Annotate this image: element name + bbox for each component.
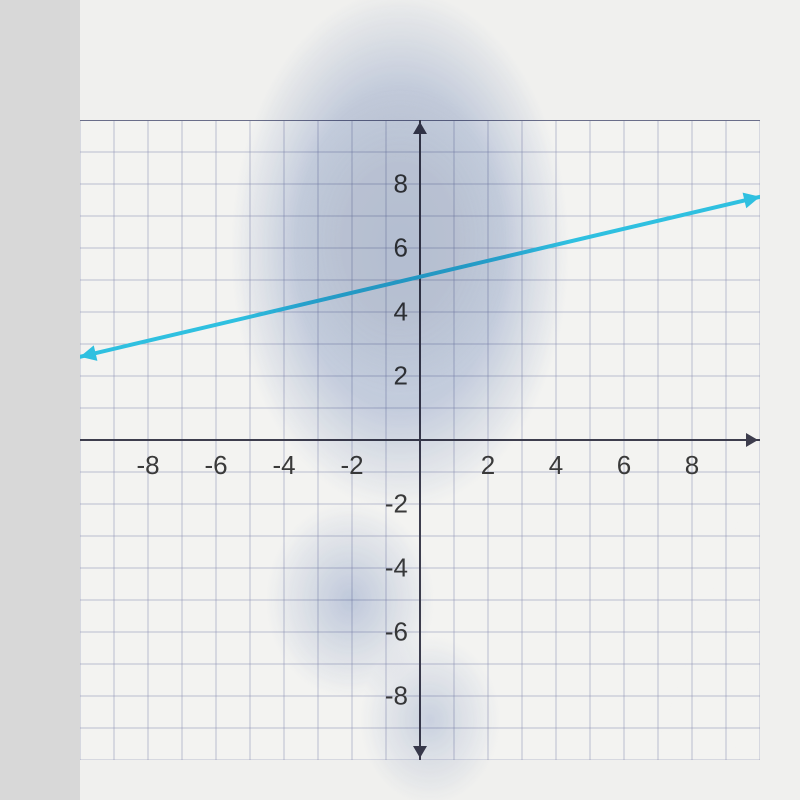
tick-label: -8 bbox=[136, 450, 159, 481]
grid-svg bbox=[80, 120, 760, 760]
tick-label: 6 bbox=[617, 450, 631, 481]
tick-label: 8 bbox=[394, 169, 408, 200]
tick-label: -8 bbox=[385, 681, 408, 712]
tick-label: 2 bbox=[394, 361, 408, 392]
tick-label: 6 bbox=[394, 233, 408, 264]
tick-label: -6 bbox=[385, 617, 408, 648]
tick-label: -4 bbox=[272, 450, 295, 481]
tick-label: -2 bbox=[340, 450, 363, 481]
tick-label: -4 bbox=[385, 553, 408, 584]
tick-label: 4 bbox=[549, 450, 563, 481]
tick-label: -6 bbox=[204, 450, 227, 481]
tick-label: -2 bbox=[385, 489, 408, 520]
coordinate-plane: -8 -6 -4 -2 2 4 6 8 8 6 4 2 -2 -4 -6 -8 bbox=[80, 120, 760, 760]
tick-label: 2 bbox=[481, 450, 495, 481]
tick-label: 8 bbox=[685, 450, 699, 481]
tick-label: 4 bbox=[394, 297, 408, 328]
